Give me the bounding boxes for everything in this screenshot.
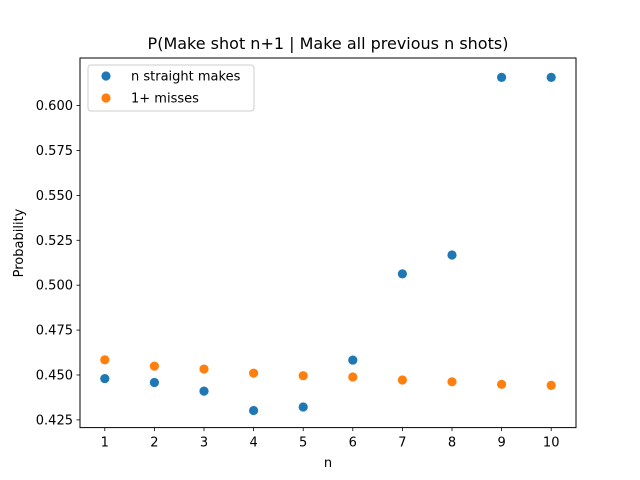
y-tick-label: 0.575: [36, 144, 73, 159]
data-point-series-1: [199, 386, 209, 396]
y-tick-label: 0.450: [36, 368, 73, 383]
y-tick-label: 0.600: [36, 99, 73, 114]
legend-label: n straight makes: [131, 70, 241, 85]
data-point-series-1: [447, 250, 457, 260]
data-point-series-1: [100, 373, 110, 384]
data-point-series-1: [348, 355, 358, 365]
data-point-series-1: [249, 405, 259, 416]
legend-box: [87, 64, 255, 112]
data-point-series-2: [348, 372, 358, 382]
y-tick-label: 0.550: [36, 189, 73, 204]
y-tick-label: 0.500: [36, 279, 73, 294]
data-point-series-2: [249, 368, 259, 378]
y-tick-label: 0.425: [36, 413, 73, 428]
x-tick-label: 8: [448, 436, 456, 451]
data-point-series-2: [100, 355, 110, 365]
plot-area: [79, 57, 577, 429]
x-tick-label: 7: [398, 436, 406, 451]
data-point-series-2: [497, 379, 507, 389]
x-tick-label: 4: [249, 436, 257, 451]
y-axis-label: Probability: [12, 208, 27, 277]
data-points: [100, 72, 556, 416]
data-point-series-2: [447, 377, 457, 387]
y-tick-label: 0.475: [36, 324, 73, 339]
chart-title: P(Make shot n+1 | Make all previous n sh…: [148, 34, 509, 53]
data-point-series-2: [199, 364, 209, 374]
x-tick-label: 2: [150, 436, 158, 451]
x-axis-label: n: [324, 456, 332, 471]
data-point-series-1: [298, 402, 308, 412]
data-point-series-1: [497, 72, 507, 82]
x-tick-label: 5: [299, 436, 307, 451]
data-point-series-1: [546, 72, 556, 82]
legend-marker: [101, 71, 111, 81]
data-point-series-2: [546, 380, 556, 390]
data-point-series-1: [149, 377, 159, 388]
x-tick-label: 6: [349, 436, 357, 451]
x-tick-label: 1: [101, 436, 109, 451]
x-tick-label: 3: [200, 436, 208, 451]
y-tick-label: 0.525: [36, 234, 73, 249]
x-tick-label: 9: [497, 436, 505, 451]
x-axis: 1 2 3 4 5 6 7 8 9 10: [101, 427, 560, 451]
legend-marker: [101, 93, 111, 103]
data-point-series-2: [149, 361, 159, 371]
data-point-series-2: [298, 371, 308, 381]
legend: n straight makes 1+ misses: [87, 64, 255, 112]
data-point-series-1: [397, 269, 407, 279]
x-tick-label: 10: [543, 436, 560, 451]
legend-label: 1+ misses: [131, 92, 199, 107]
y-axis: 0.425 0.450 0.475 0.500 0.525 0.550 0.575 0.600: [36, 99, 80, 428]
data-point-series-2: [397, 375, 407, 385]
